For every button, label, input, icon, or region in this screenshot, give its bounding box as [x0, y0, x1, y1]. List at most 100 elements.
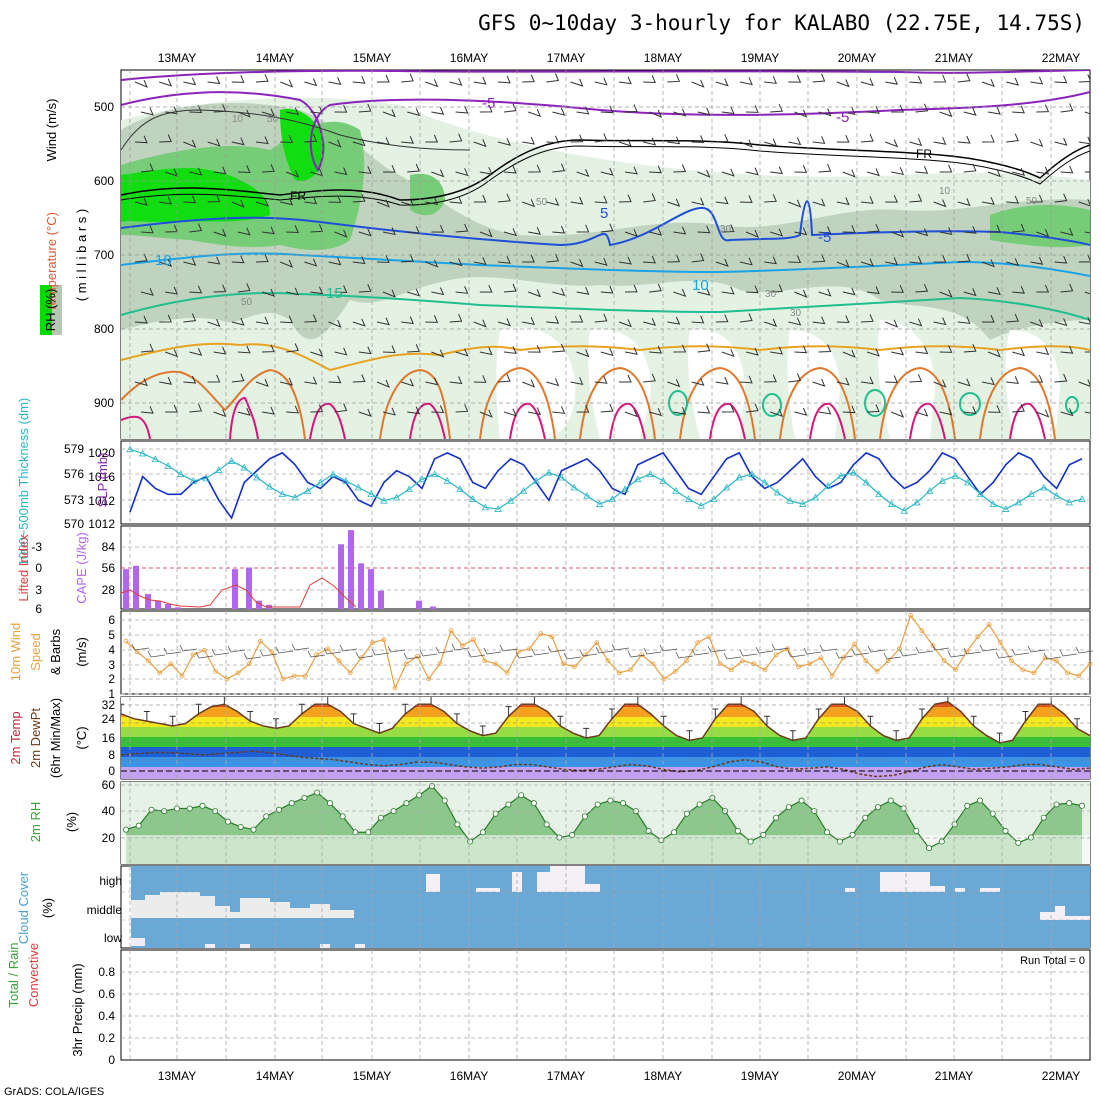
wind-barb: [286, 405, 299, 414]
wind-barb: [1078, 198, 1090, 207]
thickness-point: [430, 470, 439, 478]
wind-barb: [419, 649, 438, 657]
wind-barb: [382, 345, 396, 354]
thickness-point: [304, 486, 312, 494]
wind-barb: [691, 253, 705, 263]
wind-barb: [933, 136, 947, 145]
temp-tick: 24: [102, 712, 116, 726]
wind-speed-point: [796, 664, 801, 670]
wind-barb: [594, 313, 608, 323]
wind-speed-point: [314, 652, 319, 658]
wind-barb: [594, 195, 608, 204]
date-label: 17MAY: [547, 1069, 585, 1083]
wind-barb: [407, 406, 421, 415]
wind-barb: [1006, 133, 1019, 143]
precip-tick: 0.8: [98, 965, 115, 979]
wind-barb: [183, 139, 197, 148]
rh-point: [696, 801, 703, 808]
thickness-point: [189, 477, 198, 484]
wind-barb: [715, 196, 729, 205]
wind-barb: [691, 197, 705, 206]
thickness-tick: 579: [64, 442, 84, 456]
wind-barb: [503, 103, 517, 113]
wind-barb: [183, 313, 197, 323]
wind-series: [123, 613, 1094, 691]
wind-speed-point: [448, 628, 454, 634]
wind-barb: [358, 103, 372, 113]
wind-barb: [376, 255, 390, 263]
wind-barb: [401, 253, 414, 263]
wind-barb: [933, 199, 947, 208]
thickness-point: [456, 485, 464, 493]
wind-barb: [140, 287, 154, 296]
thickness-point: [139, 449, 147, 457]
wind-barb: [358, 408, 372, 417]
temp-minmax-bar: [247, 710, 254, 722]
wind-barb: [147, 650, 166, 658]
wind-barb: [323, 647, 342, 655]
wind-barb: [933, 317, 947, 326]
thickness-point: [938, 477, 947, 484]
thickness-point: [367, 490, 375, 498]
wind-barb: [1006, 313, 1019, 323]
wind-barb: [771, 643, 790, 651]
rh-point: [301, 794, 308, 801]
wind-barb: [933, 379, 947, 388]
wind-barb: [237, 345, 251, 354]
thickness-point: [1078, 495, 1086, 502]
wind-barb: [352, 318, 366, 327]
wind-barb: [673, 226, 687, 235]
wind-barb: [866, 105, 880, 114]
wind-barb: [334, 229, 348, 238]
thickness-point: [469, 495, 477, 502]
cape-bar: [256, 600, 262, 609]
wind-barb: [915, 165, 929, 174]
cape-bar: [155, 600, 161, 609]
rh-point: [186, 805, 193, 812]
wind-barb: [1006, 376, 1019, 384]
rh-point: [1079, 802, 1086, 809]
wind-barb: [382, 407, 396, 416]
rh-point: [594, 801, 601, 808]
rh-point: [747, 838, 754, 845]
wind-barb: [134, 197, 148, 206]
wind-barb: [576, 349, 590, 358]
thickness-point: [126, 445, 134, 453]
wind-barb: [1084, 411, 1090, 414]
wind-barb: [963, 288, 977, 297]
wind-barb: [261, 108, 275, 117]
wind-speed-point: [258, 638, 263, 644]
thickness-point: [405, 485, 413, 493]
wind-barb: [280, 197, 294, 206]
wind-barb: [431, 287, 445, 296]
cloud-grid: [121, 866, 1090, 948]
rh-point: [977, 797, 984, 804]
wind-barb: [1043, 652, 1062, 660]
temp-contour-25: [121, 366, 1056, 439]
wind-barb: [552, 406, 566, 414]
wind-barb: [237, 283, 251, 293]
wind-barb: [860, 314, 874, 323]
wind-speed-point: [370, 640, 376, 646]
wind-barb: [818, 163, 832, 173]
wind-barb: [280, 79, 294, 88]
temp-tick: 0: [108, 764, 115, 778]
wind-barb: [189, 403, 203, 413]
wind-barb: [939, 227, 953, 236]
temp-contour-15: [121, 292, 1090, 321]
wind-barb: [449, 313, 463, 323]
wind-barb: [1006, 77, 1020, 86]
wind-barb: [957, 253, 971, 263]
wind-barb: [159, 258, 173, 268]
contour-label: 30: [790, 308, 802, 319]
wind-barb: [915, 408, 929, 417]
wind-barb: [667, 198, 681, 207]
wind-speed-point: [325, 646, 331, 652]
wind-barb: [915, 646, 934, 654]
wind-speed-point: [302, 673, 308, 679]
rh-point: [505, 801, 512, 808]
wind-barb: [165, 404, 178, 413]
wind-barb: [939, 289, 953, 298]
wind-barb: [963, 225, 977, 234]
